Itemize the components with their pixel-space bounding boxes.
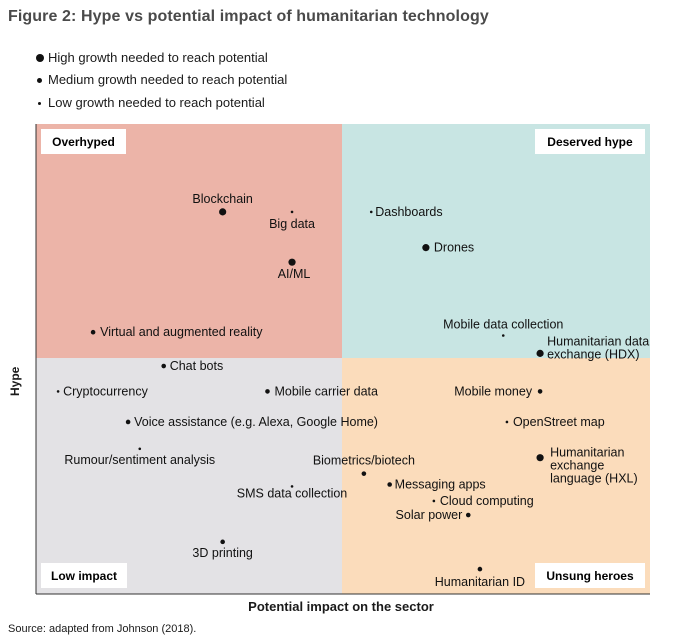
low-growth-dot-icon — [38, 102, 41, 105]
scatter-point-group: Solar power — [396, 508, 471, 522]
legend-item-high: High growth needed to reach potential — [36, 50, 336, 68]
medium-growth-dot-icon — [37, 78, 42, 83]
scatter-point-group: Big data — [269, 210, 315, 231]
point-label: Voice assistance (e.g. Alexa, Google Hom… — [134, 415, 378, 429]
quadrant-label-text: Deserved hype — [547, 135, 633, 149]
quadrant-label-deserved-hype: Deserved hype — [535, 129, 645, 154]
x-axis-label: Potential impact on the sector — [248, 599, 434, 614]
scatter-point — [536, 454, 544, 462]
scatter-point-group: Virtual and augmented reality — [90, 325, 263, 339]
point-label: Rumour/sentiment analysis — [64, 453, 215, 467]
legend-label: Low growth needed to reach potential — [48, 95, 265, 110]
scatter-point-group: Dashboards — [369, 205, 443, 219]
scatter-point-group: Humanitarian data exchange (HDX) — [536, 334, 649, 361]
scatter-point-group: Cloud computing — [432, 494, 534, 508]
legend-label: High growth needed to reach potential — [48, 50, 268, 65]
point-label: Humanitarian ID — [435, 575, 525, 589]
point-label: Humanitarian exchange language (HXL) — [550, 446, 638, 486]
scatter-point — [537, 389, 543, 394]
scatter-point-group: Humanitarian ID — [435, 566, 525, 589]
quadrant-label-overhyped: Overhyped — [41, 129, 126, 154]
legend-item-low: Low growth needed to reach potential — [36, 95, 336, 113]
point-label: Mobile carrier data — [274, 384, 378, 398]
scatter-point-group: Biometrics/biotech — [313, 454, 415, 476]
quadrant-label-text: Overhyped — [52, 135, 115, 149]
point-label: Humanitarian data exchange (HDX) — [547, 334, 649, 361]
point-label: 3D printing — [192, 546, 252, 560]
scatter-point-group: Chat bots — [161, 359, 223, 373]
scatter-point-group: Mobile data collection — [443, 318, 563, 337]
scatter-point-group: Messaging apps — [387, 477, 486, 491]
point-label: AI/ML — [278, 267, 311, 281]
point-label: Chat bots — [170, 359, 224, 373]
scatter-point — [387, 482, 392, 487]
point-label: Big data — [269, 217, 315, 231]
scatter-point-group: AI/ML — [278, 258, 311, 281]
scatter-point — [465, 512, 471, 518]
quadrant-unsung-heroes — [342, 358, 650, 594]
scatter-point — [290, 210, 294, 214]
scatter-point-group: Cryptocurrency — [56, 384, 149, 398]
scatter-point — [56, 390, 60, 393]
quadrant-low-impact — [36, 358, 342, 594]
scatter-point — [290, 485, 294, 488]
scatter-point — [220, 539, 225, 545]
point-label: Cryptocurrency — [63, 384, 148, 398]
scatter-point-group: Rumour/sentiment analysis — [64, 447, 215, 467]
point-label: Cloud computing — [440, 494, 534, 508]
figure-title: Figure 2: Hype vs potential impact of hu… — [8, 8, 489, 25]
scatter-point — [125, 419, 131, 425]
legend-label: Medium growth needed to reach potential — [48, 72, 288, 87]
point-label: OpenStreet map — [513, 415, 605, 429]
point-label: Drones — [434, 241, 474, 255]
point-label: Dashboards — [375, 205, 442, 219]
scatter-point — [219, 208, 227, 216]
scatter-point — [369, 210, 373, 214]
scatter-point — [161, 363, 167, 369]
scatter-point — [265, 389, 270, 394]
scatter-point — [138, 447, 142, 451]
scatter-point — [536, 349, 544, 357]
point-label: Virtual and augmented reality — [100, 325, 263, 339]
point-label: Blockchain — [192, 192, 252, 206]
quadrant-label-text: Unsung heroes — [546, 569, 634, 583]
quadrant-overhyped — [36, 124, 342, 358]
scatter-point — [422, 244, 430, 252]
scatter-point — [501, 334, 505, 337]
high-growth-dot-icon — [36, 54, 44, 62]
scatter-point — [90, 329, 96, 335]
legend-item-medium: Medium growth needed to reach potential — [36, 72, 336, 90]
scatter-point-group: Drones — [422, 241, 474, 255]
scatter-point-group: 3D printing — [192, 539, 253, 560]
scatter-point-group: Blockchain — [192, 192, 253, 216]
quadrant-label-unsung-heroes: Unsung heroes — [535, 563, 645, 588]
point-label: Mobile money — [454, 384, 533, 398]
scatter-point — [505, 420, 509, 424]
data-points: Blockchain Big data AI/ML Dashboards Drones M… — [56, 192, 649, 589]
point-label: Biometrics/biotech — [313, 454, 415, 468]
scatter-point-group: Mobile carrier data — [265, 384, 378, 398]
scatter-point — [288, 258, 296, 266]
scatter-point — [477, 566, 483, 572]
scatter-point — [432, 499, 436, 503]
scatter-point-group: Humanitarian exchange language (HXL) — [536, 446, 638, 486]
scatter-point — [361, 471, 367, 476]
scatter-point-group: Mobile money — [454, 384, 543, 398]
point-label: Mobile data collection — [443, 318, 563, 332]
scatter-point-group: Voice assistance (e.g. Alexa, Google Hom… — [125, 415, 378, 429]
quadrant-label-text: Low impact — [51, 569, 117, 583]
source-note: Source: adapted from Johnson (2018). — [8, 623, 197, 635]
point-label: Solar power — [396, 508, 463, 522]
point-label: Messaging apps — [395, 477, 486, 491]
quadrant-label-low-impact: Low impact — [41, 563, 127, 588]
quadrant-deserved-hype — [342, 124, 650, 358]
scatter-point-group: OpenStreet map — [505, 415, 605, 429]
point-label: SMS data collection — [237, 486, 348, 500]
scatter-point-group: SMS data collection — [237, 485, 348, 500]
